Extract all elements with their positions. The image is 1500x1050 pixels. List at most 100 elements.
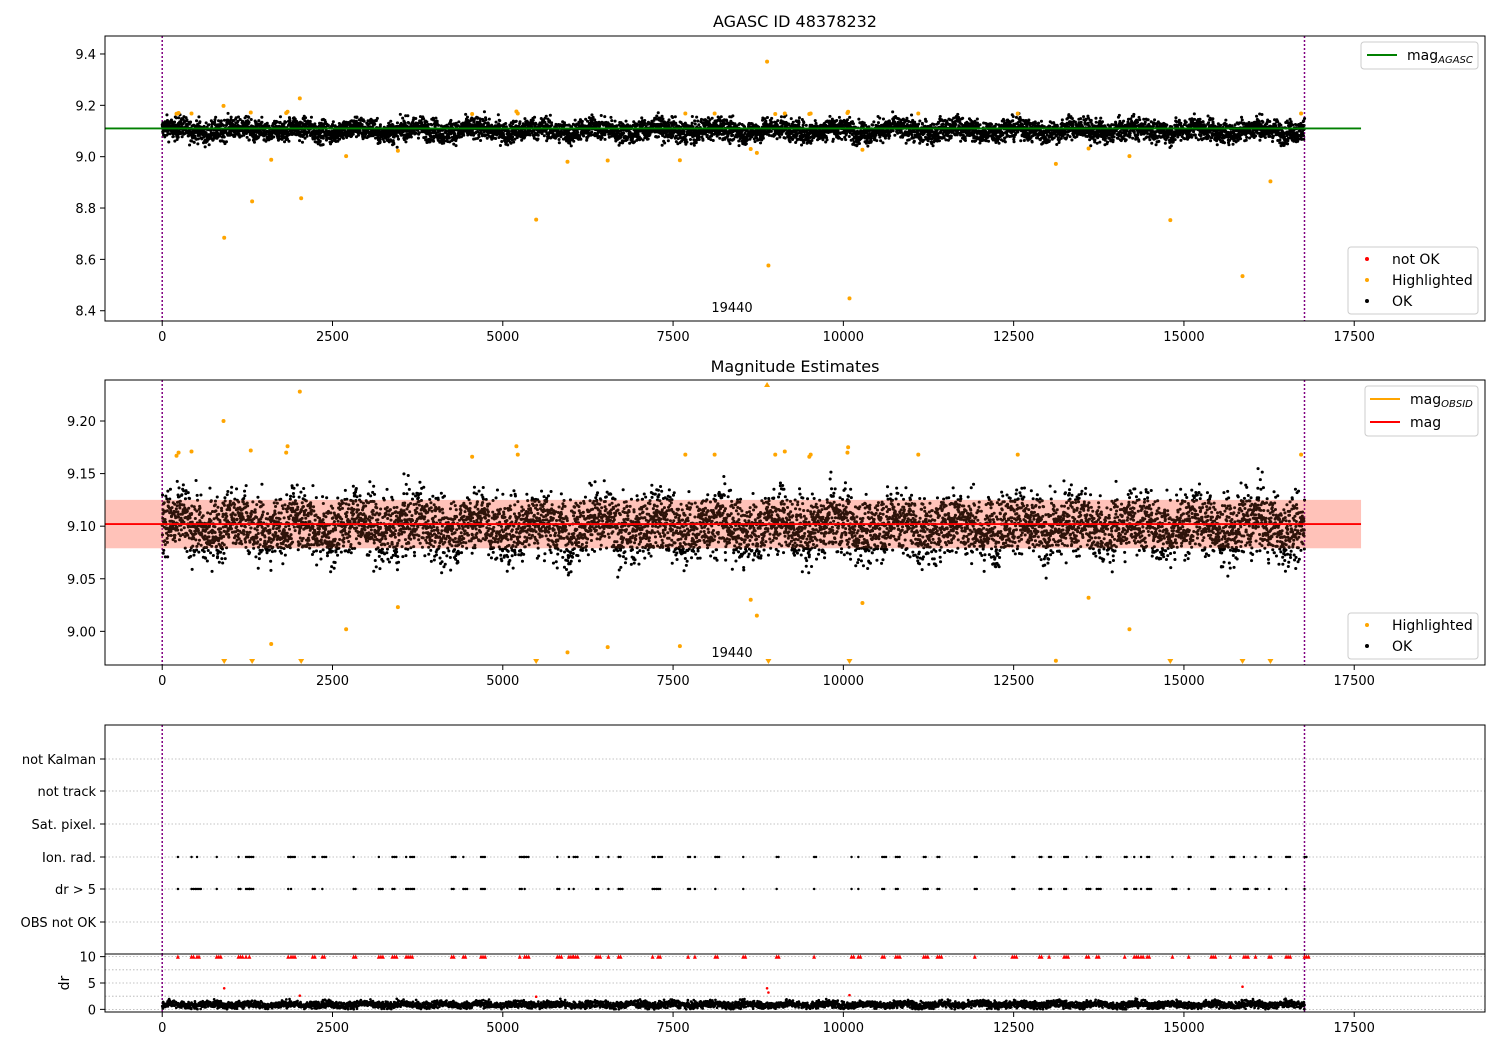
legend-not-ok: not OK	[1392, 252, 1440, 268]
highlighted-point	[176, 111, 181, 116]
highlighted-point	[269, 157, 274, 162]
clipped-high-marker	[764, 382, 771, 387]
highlighted-point	[221, 419, 226, 424]
x-tick-label: 0	[158, 330, 166, 345]
highlighted-point	[299, 196, 304, 201]
highlighted-point	[250, 199, 255, 204]
highlighted-point	[773, 452, 778, 457]
dr-outlier-point	[534, 995, 538, 999]
highlighted-point	[344, 627, 349, 632]
highlighted-point	[297, 389, 302, 394]
ok-points	[160, 467, 1307, 580]
panel1-title: AGASC ID 48378232	[713, 12, 877, 31]
highlighted-point	[297, 96, 302, 101]
panel1-legend-lines: magAGASC	[1360, 41, 1479, 70]
dr-points	[160, 997, 1306, 1011]
highlighted-point	[189, 111, 194, 116]
highlighted-point	[1086, 595, 1091, 600]
highlighted-point	[683, 452, 688, 457]
x-tick-label: 15000	[1163, 1021, 1204, 1036]
highlighted-point	[344, 154, 349, 159]
highlighted-point	[766, 263, 771, 268]
x-tick-label: 2500	[316, 674, 349, 689]
flag-label: Ion. rad.	[42, 851, 96, 866]
highlighted-point	[285, 444, 290, 449]
x-tick-label: 7500	[657, 330, 690, 345]
legend2-ok: OK	[1392, 639, 1413, 655]
highlighted-point	[860, 600, 865, 605]
highlighted-point	[1053, 658, 1058, 663]
clipped-low-marker	[1239, 659, 1246, 664]
highlighted-point	[847, 296, 852, 301]
highlighted-point	[248, 448, 253, 453]
x-tick-label: 5000	[486, 674, 519, 689]
x-tick-label: 10000	[823, 330, 864, 345]
highlighted-point	[1168, 218, 1173, 223]
x-tick-label: 7500	[657, 1021, 690, 1036]
highlighted-point	[754, 150, 759, 155]
clipped-low-marker	[765, 659, 772, 664]
y-tick-label: 8.8	[75, 202, 96, 217]
x-tick-label: 10000	[823, 1021, 864, 1036]
y-tick-label: 9.0	[75, 151, 96, 166]
legend-mag-obsid: magOBSID	[1410, 392, 1473, 410]
panel2-title: Magnitude Estimates	[711, 357, 880, 376]
dr-outlier-point	[767, 991, 770, 994]
highlighted-point	[712, 111, 717, 116]
x-tick-label: 17500	[1334, 330, 1375, 345]
highlighted-point	[534, 217, 539, 222]
highlighted-point	[765, 59, 770, 64]
x-tick-label: 15000	[1163, 330, 1204, 345]
agasc-magnitude-panel: AGASC ID 48378232 0 2500 5000 7500 10000 1250…	[75, 12, 1486, 345]
x-tick-label: 17500	[1334, 674, 1375, 689]
highlighted-point	[1053, 161, 1058, 166]
x-tick-label: 15000	[1163, 674, 1204, 689]
x-tick-label: 17500	[1334, 1021, 1375, 1036]
highlighted-point	[470, 454, 475, 459]
highlighted-point	[773, 112, 778, 117]
flag-label: Sat. pixel.	[32, 818, 96, 833]
highlighted-point	[808, 111, 813, 116]
flag-label: not track	[37, 785, 96, 800]
highlighted-point	[677, 644, 682, 649]
highlighted-point	[677, 158, 682, 163]
dr-clipped-markers	[175, 954, 1311, 959]
y-tick-label: 8.6	[75, 253, 96, 268]
x-tick-label: 2500	[316, 330, 349, 345]
highlighted-point	[605, 158, 610, 163]
dr-outlier-point	[222, 986, 226, 990]
clipped-low-marker	[1167, 659, 1174, 664]
highlighted-point	[285, 109, 290, 114]
x-tick-label: 10000	[823, 674, 864, 689]
highlighted-point	[565, 650, 570, 655]
y-tick-label: 9.20	[67, 415, 96, 430]
x-tick-label: 12500	[993, 674, 1034, 689]
flag-label: OBS not OK	[21, 916, 97, 931]
panel1-legend-points: not OK Highlighted OK	[1347, 246, 1479, 315]
clipped-low-marker	[221, 659, 228, 664]
clipped-low-marker	[249, 659, 256, 664]
highlighted-point	[1127, 154, 1132, 159]
panel2-legend-points: Highlighted OK	[1347, 612, 1479, 660]
highlighted-point	[782, 111, 787, 116]
highlighted-point	[284, 450, 289, 455]
highlighted-point	[748, 597, 753, 602]
y-tick-label: 5	[88, 977, 96, 992]
highlighted-point	[1299, 452, 1304, 457]
x-tick-label: 12500	[993, 330, 1034, 345]
highlighted-point	[808, 452, 813, 457]
clipped-low-marker	[1267, 659, 1274, 664]
legend2-highlighted: Highlighted	[1392, 618, 1473, 634]
y-tick-label: 9.15	[67, 468, 96, 483]
highlighted-point	[916, 452, 921, 457]
x-tick-label: 0	[158, 1021, 166, 1036]
x-tick-label: 5000	[486, 1021, 519, 1036]
highlighted-point	[782, 449, 787, 454]
clipped-low-marker	[846, 659, 853, 664]
dr-outlier-point	[298, 994, 302, 997]
y-tick-label: 9.05	[67, 573, 96, 588]
highlighted-point	[605, 645, 610, 650]
highlighted-point	[1299, 111, 1304, 116]
highlighted-point	[1015, 452, 1020, 457]
